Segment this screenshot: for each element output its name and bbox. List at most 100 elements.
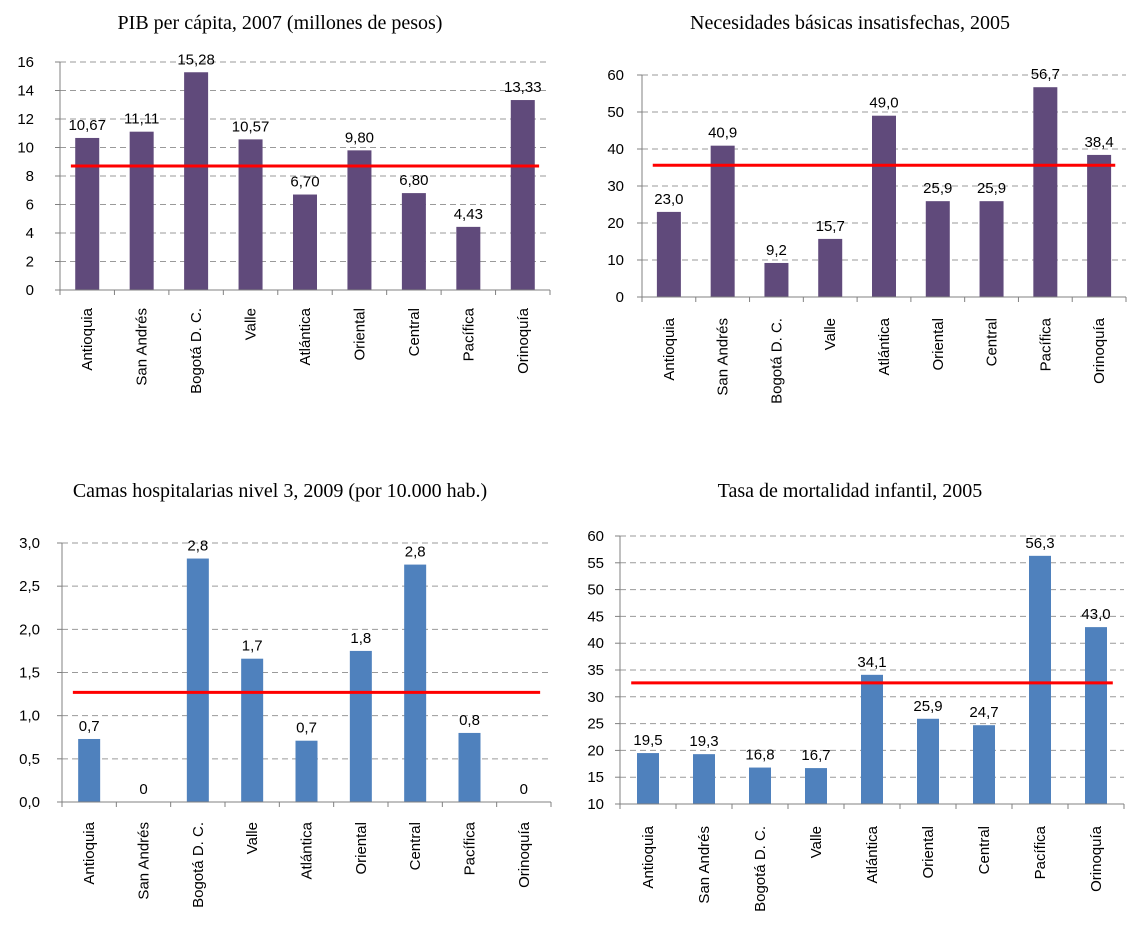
x-tick-label: Atlántica	[864, 825, 881, 883]
data-label: 43,0	[1081, 606, 1110, 623]
x-tick-label: Central	[984, 318, 1001, 366]
y-tick-label: 4	[26, 225, 34, 242]
chart-svg: 10 15 20 25 30 35 40 45 50 55 60 19,5 Antioquia 19,3 S…	[587, 528, 1125, 912]
data-label: 6,70	[290, 174, 319, 191]
bar	[78, 738, 101, 802]
x-tick-label: San Andrés	[696, 826, 713, 904]
bar	[401, 193, 426, 290]
chart-mortalidad: Tasa de mortalidad infantil, 2005 10 15 20…	[570, 470, 1130, 928]
bar	[1085, 627, 1107, 804]
x-tick-label: Antioquia	[81, 821, 98, 884]
bar	[129, 131, 154, 290]
data-label: 10,57	[232, 118, 270, 135]
x-tick-label: San Andrés	[136, 822, 153, 900]
y-tick-label: 16	[17, 54, 34, 71]
data-label: 15,28	[177, 51, 215, 68]
bar	[295, 740, 318, 802]
x-tick-label: Atlántica	[876, 317, 893, 375]
data-label: 49,0	[869, 95, 898, 112]
x-tick-label: Orinoquía	[516, 821, 533, 888]
data-label: 16,7	[801, 747, 830, 764]
data-label: 1,8	[350, 630, 371, 647]
y-tick-label: 10	[607, 252, 624, 269]
bar	[1033, 87, 1058, 298]
data-label: 40,9	[708, 125, 737, 142]
bar	[973, 725, 995, 804]
y-tick-label: 0,0	[19, 794, 40, 811]
x-tick-label: Central	[407, 822, 424, 870]
data-label: 16,8	[745, 747, 774, 764]
bar	[75, 137, 100, 290]
bar	[404, 564, 427, 802]
chart-svg: 0 2 4 6 8 10 12 14 16 10,67 Antioquia 11,11 San Andr…	[17, 51, 551, 394]
y-tick-label: 12	[17, 111, 34, 128]
x-tick-label: Orinoquía	[1091, 317, 1108, 384]
x-tick-label: Pacífica	[462, 821, 479, 875]
data-label: 4,43	[454, 206, 483, 223]
y-tick-label: 0	[26, 282, 34, 299]
bar	[510, 100, 535, 290]
chart-nbi: Necesidades básicas insatisfechas, 2005 …	[570, 0, 1130, 460]
chart-svg: 0 10 20 30 40 50 60 23,0 Antioquia 40,9 San Andrés…	[607, 66, 1127, 404]
x-tick-label: Oriental	[351, 308, 368, 361]
data-label: 1,7	[242, 638, 263, 655]
y-tick-label: 0,5	[19, 751, 40, 768]
bar	[656, 211, 681, 297]
chart-svg: 0,0 0,5 1,0 1,5 2,0 2,5 3,0 0,7 Antioquia 0 San An…	[19, 535, 552, 908]
data-label: 9,80	[345, 129, 374, 146]
data-label: 25,9	[923, 180, 952, 197]
data-label: 10,67	[68, 117, 106, 134]
bar	[749, 767, 771, 804]
data-label: 2,8	[405, 544, 426, 561]
chart-pib: PIB per cápita, 2007 (millones de pesos)…	[0, 0, 560, 460]
x-tick-label: San Andrés	[715, 318, 732, 396]
y-tick-label: 60	[587, 528, 604, 545]
bar	[805, 768, 827, 804]
data-label: 11,11	[124, 111, 159, 128]
x-tick-label: Bogotá D. C.	[768, 318, 785, 404]
bar	[861, 674, 883, 804]
x-tick-label: Oriental	[930, 318, 947, 371]
data-label: 15,7	[816, 218, 845, 235]
data-label: 0,7	[79, 718, 100, 735]
y-tick-label: 2	[26, 254, 34, 271]
y-tick-label: 3,0	[19, 535, 40, 552]
data-label: 19,5	[633, 732, 662, 749]
data-label: 9,2	[766, 242, 787, 259]
y-tick-label: 50	[587, 582, 604, 599]
data-label: 6,80	[399, 172, 428, 189]
bar	[349, 650, 372, 802]
chart-camas: Camas hospitalarias nivel 3, 2009 (por 1…	[0, 470, 560, 928]
data-label: 13,33	[504, 79, 542, 96]
x-tick-label: Antioquia	[661, 317, 678, 380]
bar	[818, 238, 843, 297]
bar	[1087, 154, 1112, 297]
data-label: 24,7	[969, 704, 998, 721]
x-tick-label: Atlántica	[297, 307, 314, 365]
chart-title: Necesidades básicas insatisfechas, 2005	[690, 12, 1010, 34]
x-tick-label: Valle	[244, 822, 261, 854]
x-tick-label: Bogotá D. C.	[190, 822, 207, 908]
x-tick-label: Pacífica	[460, 307, 477, 361]
y-tick-label: 0	[616, 289, 624, 306]
x-tick-label: Central	[406, 308, 423, 356]
chart-title: Tasa de mortalidad infantil, 2005	[717, 480, 983, 502]
x-tick-label: Pacífica	[1037, 317, 1054, 371]
chart-title: Camas hospitalarias nivel 3, 2009 (por 1…	[72, 480, 488, 502]
x-tick-label: Central	[976, 826, 993, 874]
data-label: 0,7	[296, 720, 317, 737]
y-tick-label: 1,0	[19, 708, 40, 725]
data-label: 0	[520, 781, 528, 798]
bar	[693, 754, 715, 804]
y-tick-label: 40	[587, 635, 604, 652]
x-tick-label: Bogotá D. C.	[752, 826, 769, 912]
data-label: 0,8	[459, 712, 480, 729]
x-tick-label: Antioquia	[640, 825, 657, 888]
x-tick-label: Bogotá D. C.	[188, 308, 205, 394]
bar	[347, 150, 372, 290]
x-tick-label: Orinoquía	[1088, 825, 1105, 892]
y-tick-label: 10	[587, 796, 604, 813]
data-label: 2,8	[187, 538, 208, 555]
data-label: 34,1	[857, 654, 886, 671]
y-tick-label: 14	[17, 83, 34, 100]
